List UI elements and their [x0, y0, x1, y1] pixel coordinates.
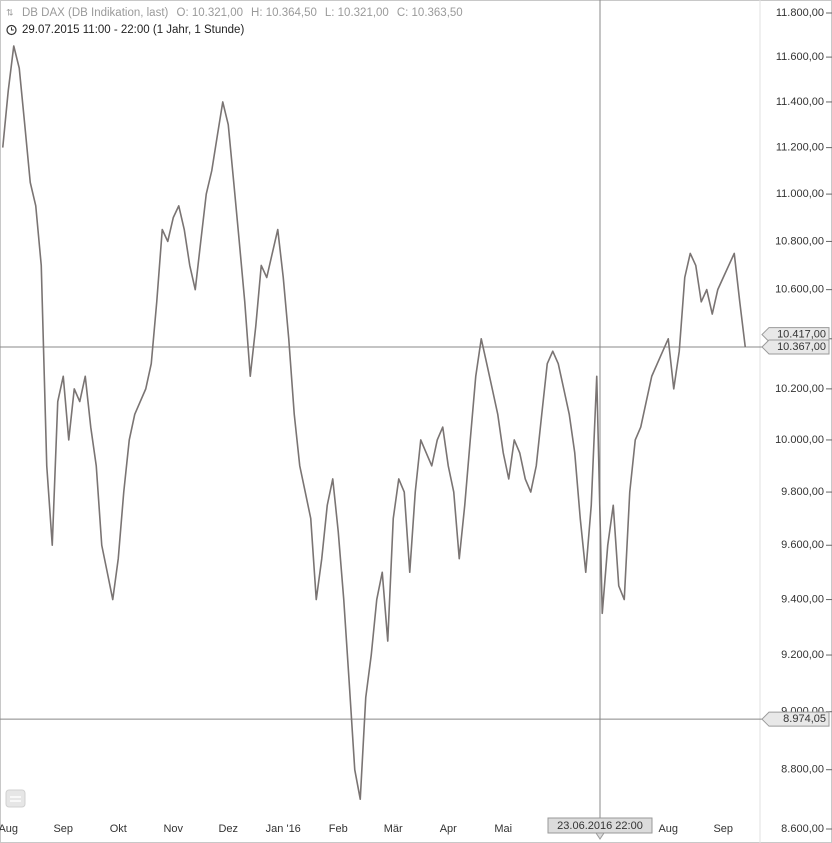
y-tick-label: 11.600,00 — [776, 51, 824, 63]
clock-icon — [6, 24, 17, 36]
x-tick-label: Sep — [713, 823, 733, 835]
x-tick-label: Mär — [384, 823, 403, 835]
price-tag-label: 8.974,05 — [783, 713, 826, 725]
clock-hands — [11, 27, 14, 31]
x-tick-label: Aug — [658, 823, 678, 835]
y-tick-label: 11.800,00 — [776, 7, 824, 19]
price-tag — [761, 327, 830, 343]
ohlc-value: O: 10.321,00 — [177, 7, 244, 19]
price-line-series — [1, 45, 747, 800]
ohlc-value: L: 10.321,00 — [325, 7, 389, 19]
chart-title: DB DAX (DB Indikation, last) — [22, 7, 169, 19]
y-tick-label: 8.800,00 — [781, 764, 824, 776]
chart-icon: ⇅ — [6, 7, 14, 17]
y-tick-label: 11.200,00 — [776, 142, 824, 154]
x-tick-label: Apr — [440, 823, 457, 835]
y-tick-label: 9.200,00 — [781, 649, 824, 661]
price-tag — [761, 711, 830, 727]
ohlc-value: C: 10.363,50 — [397, 7, 463, 19]
y-tick-label: 9.800,00 — [781, 486, 824, 498]
x-tick-label: Sep — [53, 823, 73, 835]
chart-subtitle: 29.07.2015 11:00 - 22:00 (1 Jahr, 1 Stun… — [22, 24, 244, 36]
x-tick-label: Okt — [110, 823, 127, 835]
x-tick-label: Dez — [218, 823, 238, 835]
y-tick-label: 9.400,00 — [781, 593, 824, 605]
x-tick-label: Mai — [494, 823, 512, 835]
header: ⇅ DB DAX (DB Indikation, last) O: 10.321… — [6, 7, 463, 36]
y-tick-label: 8.600,00 — [781, 823, 824, 835]
x-tick-label: Feb — [329, 823, 348, 835]
crosshair-pointer — [595, 832, 605, 840]
y-tick-label: 11.000,00 — [776, 188, 824, 200]
x-tick-label: Jan '16 — [266, 823, 301, 835]
y-tick-label: 10.200,00 — [775, 383, 824, 395]
y-tick-label: 10.600,00 — [775, 284, 824, 296]
x-tick-label: Nov — [163, 823, 183, 835]
x-tick-label: Aug — [0, 823, 18, 835]
y-tick-label: 10.000,00 — [775, 434, 824, 446]
ohlc-value: H: 10.364,50 — [251, 7, 317, 19]
y-tick-label: 11.400,00 — [776, 96, 824, 108]
price-tag-label: 10.367,00 — [777, 341, 826, 353]
toolbar-button[interactable] — [5, 789, 26, 808]
y-tick-label: 10.800,00 — [775, 235, 824, 247]
crosshair-label: 23.06.2016 22:00 — [557, 820, 643, 832]
y-tick-label: 9.600,00 — [781, 539, 824, 551]
price-tag — [761, 339, 830, 355]
price-tag-label: 10.417,00 — [777, 328, 826, 340]
